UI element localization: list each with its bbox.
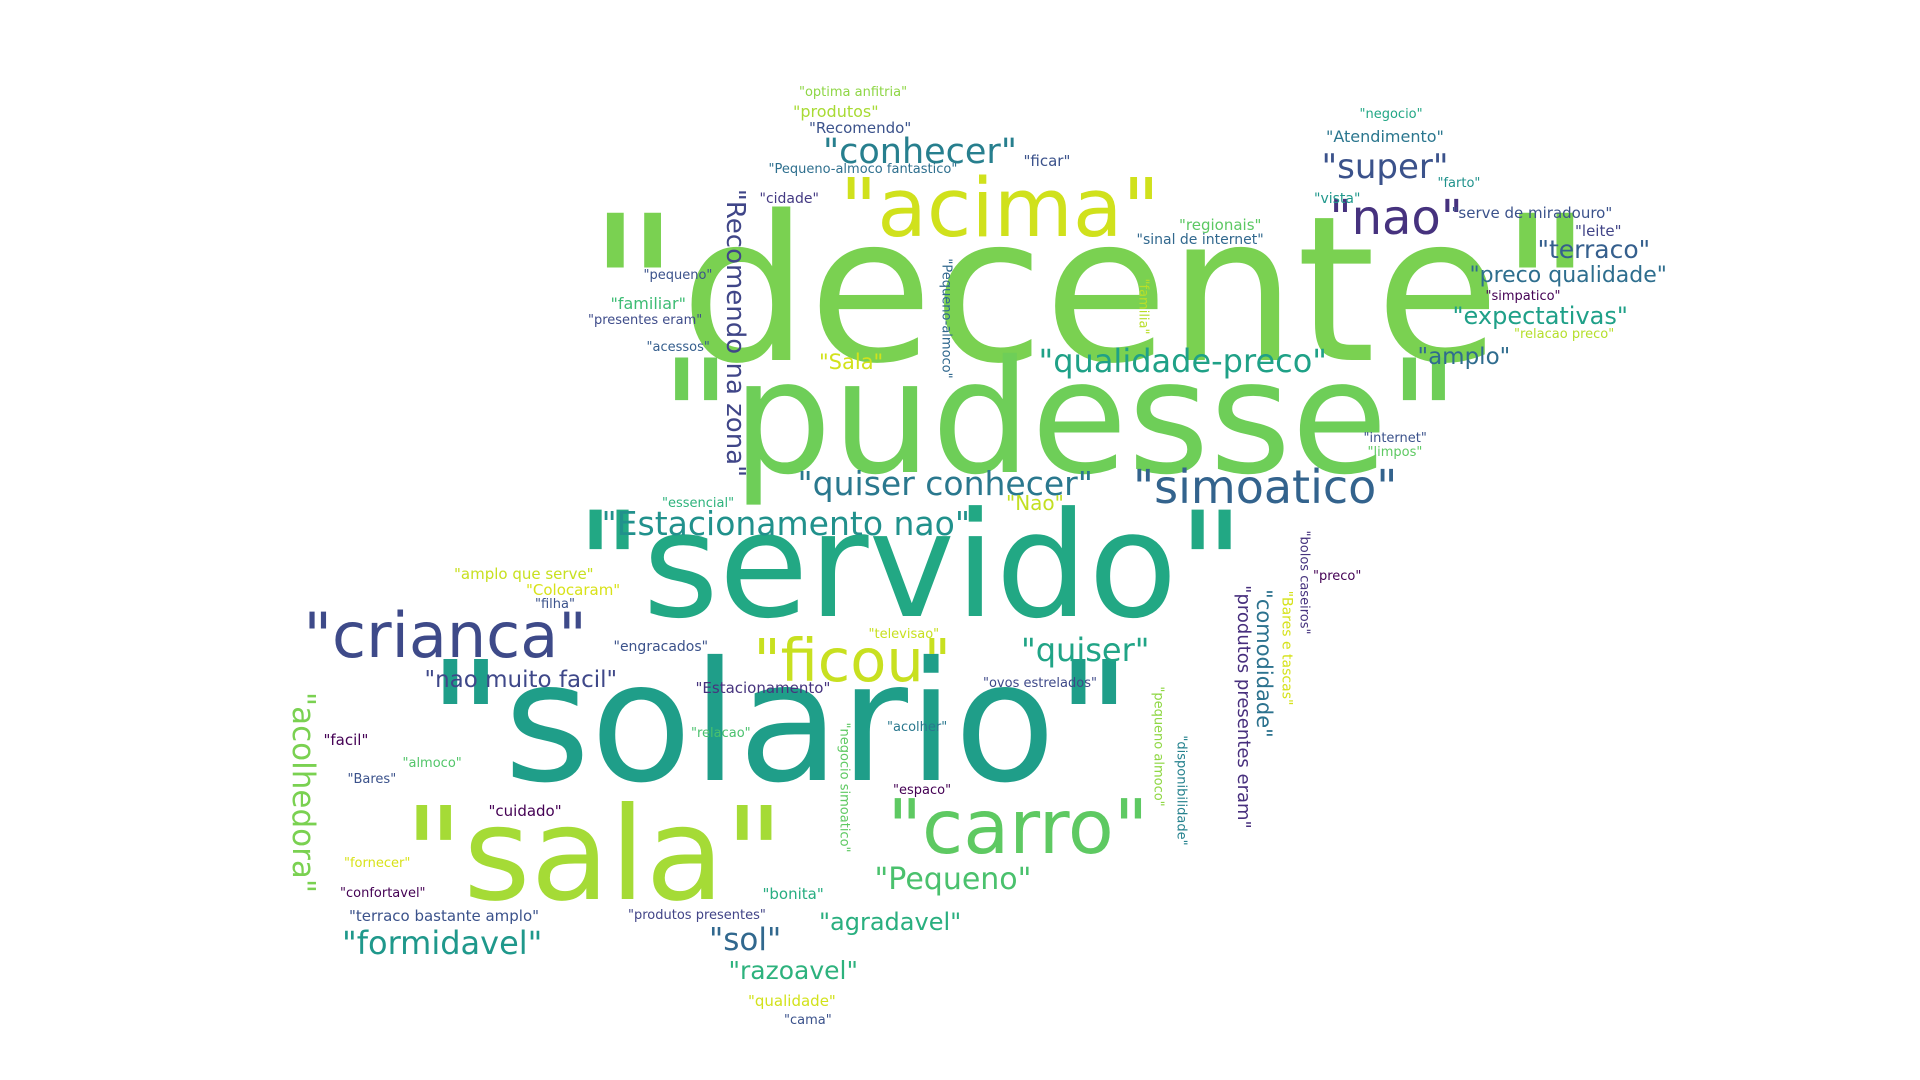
word-pequeno-almoco-fantastico: "Pequeno-almoco fantastico" — [768, 161, 958, 177]
word-acolhedora: "acolhedora" — [284, 691, 321, 893]
word-optima-anfitria: "optima anfitria" — [799, 84, 908, 100]
word-estacionamento-nao: "Estacionamento nao" — [601, 503, 971, 543]
word-familia: "familia" — [1135, 278, 1151, 334]
word-nao: "nao" — [1329, 190, 1463, 246]
word-ficar: "ficar" — [1023, 151, 1071, 170]
word-relacao: "relacao" — [691, 725, 751, 741]
word-cidade: "cidade" — [759, 191, 819, 207]
word-serve-de-miradouro: "serve de miradouro" — [1451, 203, 1613, 222]
word-disponibilidade: "disponibilidade" — [1173, 734, 1189, 846]
word-decente: "decente" — [587, 172, 1593, 408]
word-super: "super" — [1321, 147, 1449, 187]
word-terraco-bastante-amplo: "terraco bastante amplo" — [349, 906, 540, 925]
word-amplo-que-serve: "amplo que serve" — [454, 564, 594, 583]
word-comodidade: "comodidade" — [1251, 588, 1276, 738]
word-negocio: "negocio" — [1359, 106, 1423, 122]
word-nao: "Nao" — [1006, 491, 1064, 515]
word-familiar: "familiar" — [610, 294, 686, 313]
word-acima: "acima" — [840, 161, 1160, 256]
word-fornecer: "fornecer" — [344, 855, 411, 871]
word-acessos: "acessos" — [646, 339, 710, 355]
word-simpatico: "simpatico" — [1485, 288, 1561, 304]
word-nao-muito-facil: "nao muito facil" — [424, 666, 618, 693]
word-carro: "carro" — [887, 782, 1149, 871]
word-internet: "internet" — [1363, 430, 1427, 446]
word-amplo: "amplo" — [1417, 343, 1511, 370]
word-ovos-estrelados: "ovos estrelados" — [983, 675, 1097, 691]
word-produtos-presentes: "produtos presentes" — [628, 907, 766, 923]
word-produtos: "produtos" — [793, 102, 879, 121]
word-negocio-simoatico: "negocio simoatico" — [836, 721, 852, 853]
word-qualidade-preco: "qualidade-preco" — [1038, 342, 1328, 380]
word-televisao: "televisao" — [868, 626, 940, 642]
word-preco: "preco" — [1313, 568, 1362, 584]
word-farto: "farto" — [1437, 175, 1481, 191]
word-presentes-eram: "presentes eram" — [588, 312, 703, 328]
word-pequeno: "pequeno" — [643, 267, 713, 283]
word-bolos-caseiros: "bolos caseiros" — [1296, 530, 1312, 634]
word-pequeno-almoco: "pequeno almoco" — [1150, 685, 1166, 807]
word-recomendo: "Recomendo" — [809, 118, 912, 137]
word-relacao-preco: "relacao preco" — [1514, 326, 1615, 342]
word-sala: "sala" — [404, 779, 784, 930]
word-bonita: "bonita" — [762, 884, 824, 903]
word-simoatico: "simoatico" — [1133, 460, 1398, 514]
word-leite: "leite" — [1575, 221, 1622, 240]
word-qualidade: "qualidade" — [748, 991, 836, 1010]
word-sol: "sol" — [709, 921, 782, 958]
word-cuidado: "cuidado" — [488, 801, 562, 820]
word-estacionamento: "Estacionamento" — [695, 678, 831, 697]
word-servido: "servido" — [575, 481, 1245, 651]
word-quiser-conhecer: "quiser conhecer" — [797, 463, 1093, 503]
word-vista: "vista" — [1314, 191, 1361, 207]
word-recomendo-na-zona: "Recomendo na zona" — [720, 188, 751, 478]
word-limpos: "limpos" — [1367, 444, 1423, 460]
word-expectativas: "expectativas" — [1452, 302, 1628, 330]
word-razoavel: "razoavel" — [728, 955, 858, 985]
word-filha: "filha" — [535, 596, 575, 612]
word-pequeno-almoco: "Pequeno-almoco" — [938, 257, 954, 379]
word-quiser: "quiser" — [1021, 631, 1150, 669]
word-confortavel: "confortavel" — [340, 885, 426, 901]
word-produtos-presentes-eram: "produtos presentes eram" — [1232, 585, 1254, 829]
word-sala: "Sala" — [819, 349, 884, 374]
word-solario: "solario" — [427, 627, 1133, 820]
word-preco-qualidade: "preco qualidade" — [1469, 263, 1667, 288]
word-agradavel: "agradavel" — [819, 908, 962, 936]
word-regionais: "regionais" — [1179, 215, 1262, 234]
word-colocaram: "Colocaram" — [526, 580, 621, 599]
word-bares-e-tascas: "Bares e tascas" — [1277, 590, 1294, 706]
word-atendimento: "Atendimento" — [1326, 127, 1444, 146]
word-formidavel: "formidavel" — [342, 924, 543, 962]
word-espaco: "espaco" — [893, 782, 952, 798]
word-acolher: "acolher" — [887, 719, 948, 735]
word-pudesse: "pudesse" — [660, 326, 1461, 510]
word-ficou: "ficou" — [753, 625, 951, 695]
word-conhecer: "conhecer" — [823, 131, 1017, 172]
word-almoco: "almoco" — [402, 755, 462, 771]
word-bares: "Bares" — [347, 771, 397, 787]
word-sinal-de-internet: "sinal de internet" — [1136, 232, 1264, 248]
word-engracados: "engracados" — [613, 639, 709, 655]
word-pequeno: "Pequeno" — [874, 862, 1032, 897]
word-facil: "facil" — [323, 730, 369, 749]
word-essencial: "essencial" — [662, 495, 735, 511]
word-crianca: "crianca" — [303, 599, 587, 672]
word-terraco: "terraco" — [1537, 234, 1651, 264]
word-cama: "cama" — [784, 1012, 832, 1028]
